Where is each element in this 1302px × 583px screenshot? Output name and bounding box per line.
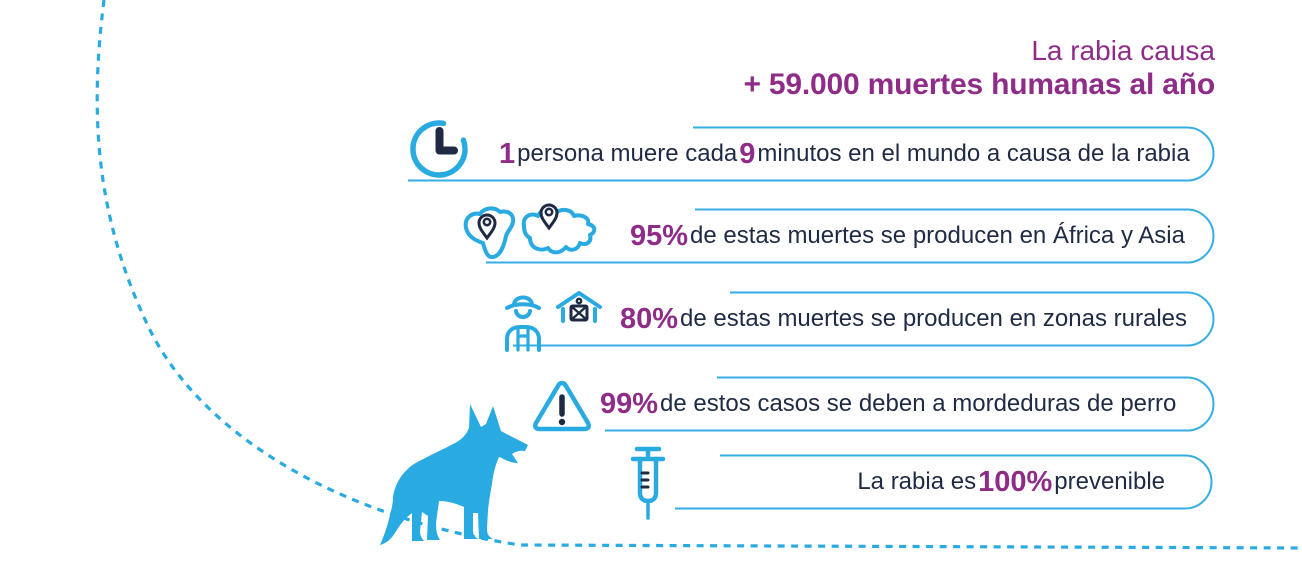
africa-asia-maps-icon bbox=[463, 203, 597, 260]
stat-pill-outline bbox=[605, 376, 1215, 432]
stat-number: 80% bbox=[620, 302, 679, 335]
syringe-icon bbox=[630, 446, 666, 520]
title-line2: + 59.000 muertes humanas al año bbox=[743, 68, 1215, 102]
stat-text: 99% de estos casos se deben a mordeduras… bbox=[600, 387, 1177, 420]
title-line1: La rabia causa bbox=[1031, 35, 1215, 66]
stat-row-preventable: La rabia es 100% prevenible bbox=[630, 446, 1213, 520]
stat-pill-outline bbox=[513, 291, 1215, 347]
stat-number: 99% bbox=[600, 387, 659, 420]
stat-number: 100% bbox=[978, 465, 1053, 498]
stat-pill-outline bbox=[675, 454, 1213, 510]
stat-row-rural: 80% de estas muertes se producen en zona… bbox=[505, 291, 1215, 352]
stat-row-deaths-per-minute: 1 persona muere cada 9 minutos en el mun… bbox=[408, 120, 1215, 182]
stat-row-dog-bites: 99% de estos casos se deben a mordeduras… bbox=[532, 376, 1215, 432]
stat-text: 80% de estas muertes se producen en zona… bbox=[620, 302, 1187, 335]
stat-pill-outline bbox=[486, 208, 1215, 264]
clock-icon bbox=[410, 120, 468, 178]
stat-row-africa-asia: 95% de estas muertes se producen en Áfri… bbox=[462, 203, 1215, 264]
stat-text: La rabia es 100% prevenible bbox=[857, 465, 1165, 498]
farmer-barn-icon bbox=[505, 291, 602, 352]
dog-silhouette bbox=[380, 404, 528, 545]
stat-pill-outline bbox=[408, 126, 1215, 182]
page-title: La rabia causa + 59.000 muertes humanas … bbox=[743, 34, 1215, 102]
warning-triangle-icon bbox=[532, 380, 592, 432]
stat-text: 95% de estas muertes se producen en Áfri… bbox=[630, 219, 1185, 252]
stat-text: 1 persona muere cada 9 minutos en el mun… bbox=[499, 137, 1190, 170]
stat-number: 1 bbox=[499, 137, 516, 170]
stat-number: 95% bbox=[630, 219, 689, 252]
stat-number: 9 bbox=[739, 137, 756, 170]
